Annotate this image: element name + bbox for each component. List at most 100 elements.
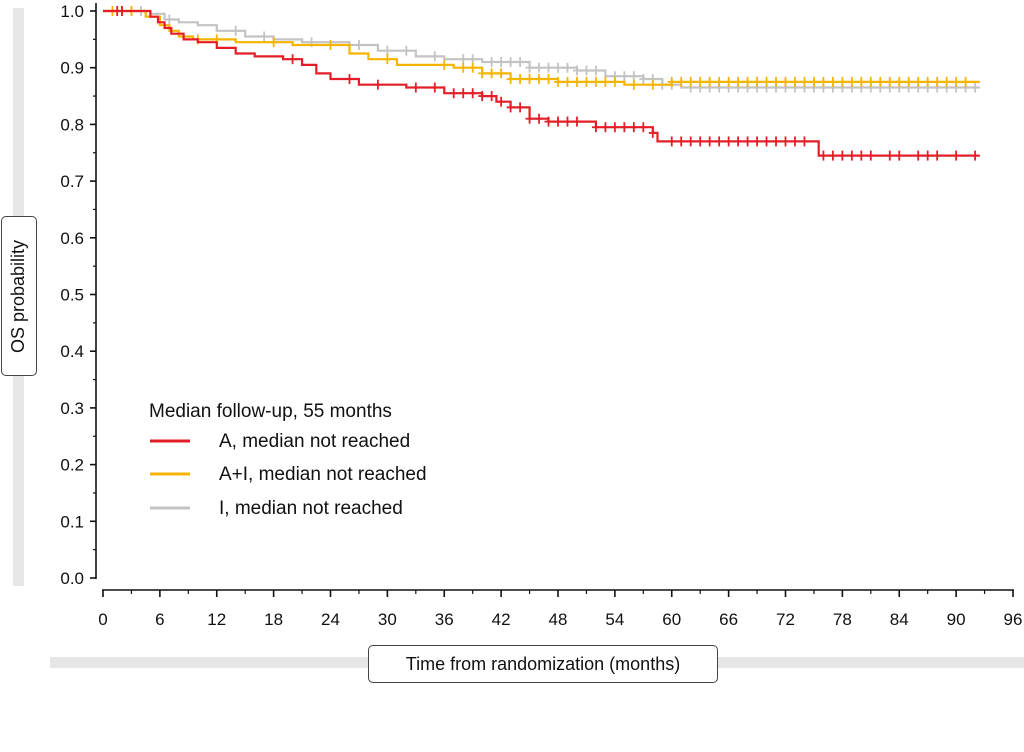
censor-mark bbox=[885, 76, 894, 87]
legend-title: Median follow-up, 55 months bbox=[149, 401, 392, 422]
censor-mark bbox=[497, 96, 506, 107]
y-axis-title: OS probability bbox=[1, 216, 37, 376]
censor-mark bbox=[781, 76, 790, 87]
censor-mark bbox=[819, 76, 828, 87]
x-axis-title-text: Time from randomization (months) bbox=[405, 653, 681, 674]
legend-label-a: A, median not reached bbox=[219, 431, 410, 452]
censor-mark bbox=[648, 79, 657, 90]
censor-mark bbox=[952, 76, 961, 87]
censor-mark bbox=[516, 74, 525, 85]
censor-mark bbox=[724, 76, 733, 87]
censor-mark bbox=[857, 76, 866, 87]
censor-mark bbox=[743, 136, 752, 147]
y-tick-label: 0.1 bbox=[60, 512, 84, 531]
x-tick-label: 60 bbox=[662, 610, 681, 629]
censor-mark bbox=[525, 62, 534, 73]
censor-mark bbox=[487, 57, 496, 68]
x-tick-label: 42 bbox=[492, 610, 511, 629]
censor-mark bbox=[790, 136, 799, 147]
y-tick-label: 1.0 bbox=[60, 2, 84, 21]
censor-mark bbox=[468, 62, 477, 73]
y-axis-title-text: OS probability bbox=[8, 239, 29, 353]
censor-mark bbox=[525, 74, 534, 85]
x-tick-label: 96 bbox=[1004, 610, 1023, 629]
censor-mark bbox=[430, 82, 439, 93]
censor-mark bbox=[487, 68, 496, 79]
censor-mark bbox=[288, 54, 297, 65]
x-tick-label: 66 bbox=[719, 610, 738, 629]
censor-mark bbox=[554, 116, 562, 127]
x-tick-label: 54 bbox=[605, 610, 624, 629]
censor-mark bbox=[563, 116, 572, 127]
censor-mark bbox=[497, 57, 506, 68]
censor-mark bbox=[582, 76, 591, 87]
x-tick-label: 72 bbox=[776, 610, 795, 629]
censor-mark bbox=[563, 62, 572, 73]
censor-mark bbox=[544, 62, 553, 73]
censor-mark bbox=[800, 76, 809, 87]
censor-mark bbox=[847, 150, 856, 161]
censor-mark bbox=[724, 136, 733, 147]
legend-label-a-i: A+I, median not reached bbox=[219, 464, 427, 485]
censor-mark bbox=[459, 54, 468, 65]
censor-mark bbox=[506, 74, 515, 85]
censor-mark bbox=[838, 150, 847, 161]
censor-mark bbox=[117, 6, 126, 16]
censor-mark bbox=[554, 62, 562, 73]
censor-mark bbox=[572, 116, 581, 127]
censor-mark bbox=[847, 76, 856, 87]
censor-mark bbox=[885, 150, 894, 161]
x-tick-label: 18 bbox=[264, 610, 283, 629]
censor-mark bbox=[487, 91, 496, 102]
x-tick-label: 84 bbox=[890, 610, 909, 629]
censor-mark bbox=[677, 136, 686, 147]
censor-mark bbox=[468, 88, 477, 99]
censor-mark bbox=[895, 150, 904, 161]
censor-mark bbox=[430, 51, 439, 62]
censor-mark bbox=[715, 136, 724, 147]
censor-mark bbox=[535, 62, 544, 73]
censor-mark bbox=[971, 150, 980, 161]
censor-mark bbox=[345, 74, 354, 85]
censor-mark bbox=[762, 136, 771, 147]
censor-mark bbox=[516, 102, 525, 113]
censor-mark bbox=[478, 91, 487, 102]
survival-curves bbox=[103, 6, 980, 161]
censor-mark bbox=[620, 71, 629, 82]
censor-mark bbox=[402, 45, 411, 56]
censor-mark bbox=[572, 76, 581, 87]
censor-mark bbox=[535, 74, 544, 85]
censor-mark bbox=[677, 76, 686, 87]
censor-mark bbox=[563, 76, 572, 87]
censor-mark bbox=[971, 82, 980, 93]
censor-mark bbox=[231, 25, 240, 36]
censor-mark bbox=[639, 74, 648, 85]
censor-mark bbox=[923, 76, 932, 87]
censor-mark bbox=[629, 79, 638, 90]
censor-mark bbox=[933, 150, 942, 161]
censor-mark bbox=[591, 122, 600, 133]
censor-mark bbox=[753, 76, 762, 87]
censor-mark bbox=[440, 59, 449, 70]
censor-mark bbox=[819, 150, 828, 161]
censor-mark bbox=[838, 76, 847, 87]
censor-mark bbox=[629, 71, 638, 82]
censor-mark bbox=[743, 76, 752, 87]
censor-mark bbox=[165, 14, 174, 25]
censor-mark bbox=[620, 122, 629, 133]
censor-mark bbox=[952, 150, 961, 161]
censor-mark bbox=[686, 76, 695, 87]
censor-mark bbox=[705, 76, 714, 87]
censor-mark bbox=[610, 122, 619, 133]
y-tick-label: 0.8 bbox=[60, 115, 84, 134]
censor-mark bbox=[828, 150, 837, 161]
censor-mark bbox=[582, 65, 591, 76]
censor-mark bbox=[383, 54, 392, 65]
censor-mark bbox=[468, 54, 477, 65]
censor-mark bbox=[772, 76, 781, 87]
censor-mark bbox=[762, 76, 771, 87]
series-line-a bbox=[103, 9, 980, 157]
censor-mark bbox=[648, 127, 657, 138]
censor-mark bbox=[781, 136, 790, 147]
censor-mark bbox=[506, 102, 515, 113]
